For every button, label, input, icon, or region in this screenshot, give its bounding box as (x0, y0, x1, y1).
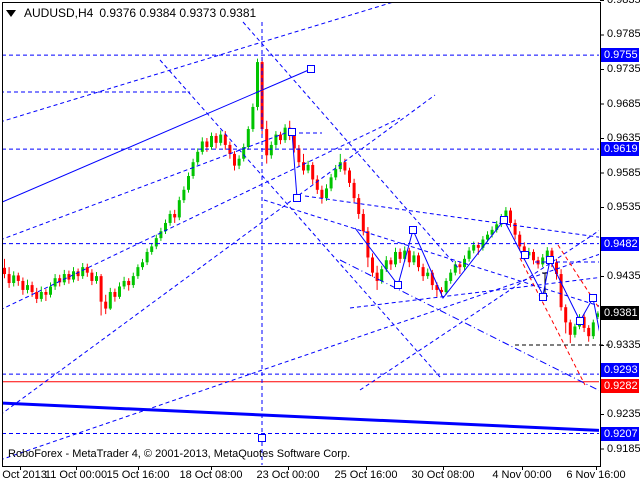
platform-copyright: RoboForex - MetaTrader 4, © 2001-2013, M… (8, 448, 351, 460)
trendline-desc-2[interactable] (242, 21, 461, 271)
trendline-ascending-main[interactable] (0, 68, 312, 203)
red-trendline-desc-1[interactable] (519, 257, 586, 386)
price-axis-label: 0.9585 (607, 166, 640, 179)
price-level-badge: 0.9282 (601, 378, 639, 393)
price-level-badge: 0.9293 (601, 363, 639, 378)
price-axis-label: 0.9735 (607, 62, 640, 75)
time-axis-label: 23 Oct 00:00 (256, 469, 320, 480)
plot-area[interactable] (0, 0, 612, 466)
trendline-desc-4[interactable] (304, 195, 612, 239)
time-axis-label: 4 Nov 00:00 (492, 469, 552, 480)
trendline-asc-2[interactable] (0, 131, 289, 240)
trendline-desc-1[interactable] (263, 199, 612, 310)
current-price-badge: 0.9381 (601, 306, 639, 321)
price-axis-label: 0.9835 (607, 0, 640, 6)
trendline-asc-6[interactable] (349, 276, 612, 309)
symbol-label: AUDUSD,H4 (24, 6, 94, 20)
plot-border (2, 2, 601, 467)
trendline-asc-3[interactable] (0, 117, 401, 310)
object-handle[interactable] (539, 293, 547, 301)
red-trendline-desc-2[interactable] (557, 244, 612, 328)
price-axis-label: 0.9185 (607, 442, 640, 455)
object-handle[interactable] (293, 194, 301, 202)
object-handle[interactable] (589, 294, 597, 302)
trendline-desc-5[interactable] (339, 259, 612, 397)
price-axis-label: 0.9535 (607, 201, 640, 214)
object-handle[interactable] (394, 281, 402, 289)
price-level-badge: 0.9755 (601, 48, 639, 63)
trendline-asc-7[interactable] (359, 222, 612, 391)
ohlc-values: 0.9376 0.9384 0.9373 0.9381 (99, 6, 257, 20)
price-axis-label: 0.9685 (607, 97, 640, 110)
time-axis-label: 6 Nov 16:00 (566, 469, 626, 480)
trendline-asc-5[interactable] (0, 250, 612, 460)
price-level-badge: 0.9207 (601, 426, 639, 441)
price-level-badge: 0.9619 (601, 142, 639, 157)
time-axis-label: 15 Oct 16:00 (106, 469, 170, 480)
micro-trendline[interactable] (291, 131, 298, 199)
time-axis-label: 8 Oct 2013 (0, 469, 47, 480)
time-axis-label: 18 Oct 08:00 (179, 469, 243, 480)
trendline-desc-3[interactable] (159, 59, 441, 378)
object-handle[interactable] (500, 216, 508, 224)
price-axis-label: 0.9335 (607, 339, 640, 352)
time-axis-label: 30 Oct 08:00 (411, 469, 475, 480)
object-handle[interactable] (576, 317, 584, 325)
price-axis-label: 0.9785 (607, 28, 640, 41)
symbol-dropdown-arrow (6, 9, 16, 17)
object-handle[interactable] (307, 65, 315, 73)
object-handle[interactable] (546, 256, 554, 264)
price-axis-label: 0.9435 (607, 270, 640, 283)
object-handle[interactable] (258, 434, 266, 442)
chart-title-line: AUDUSD,H4 0.9376 0.9384 0.9373 0.9381 (6, 6, 256, 20)
object-handle[interactable] (409, 226, 417, 234)
trendline-asc-4[interactable] (0, 94, 436, 415)
price-level-badge: 0.9482 (601, 236, 639, 251)
object-handle[interactable] (521, 251, 529, 259)
price-axis-label: 0.9635 (607, 132, 640, 145)
candles-series (3, 57, 599, 344)
price-axis-label: 0.9235 (607, 408, 640, 421)
channel-thick-descending[interactable] (0, 401, 612, 432)
time-axis-label: 25 Oct 16:00 (334, 469, 398, 480)
time-axis-label: 11 Oct 00:00 (44, 469, 108, 480)
object-handle[interactable] (288, 128, 296, 136)
selection-handles (258, 65, 597, 442)
